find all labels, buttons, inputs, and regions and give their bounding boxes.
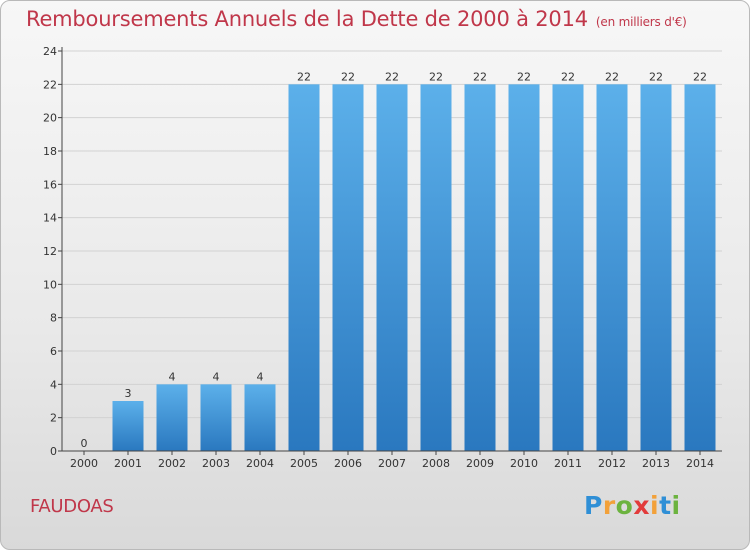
labels: 0246810121416182022240200032001420024200… [43,45,714,470]
logo-letter: x [633,491,650,520]
data-label: 3 [125,387,132,400]
y-tick-label: 0 [50,445,57,458]
proxiti-logo: Proxiti [584,491,681,520]
data-label: 22 [297,70,311,83]
axes [58,47,722,455]
logo-letter: i [650,491,660,520]
x-tick-label: 2007 [378,457,406,470]
data-label: 22 [385,70,399,83]
bar [508,84,540,451]
data-label: 22 [429,70,443,83]
bar [112,401,144,451]
y-tick-label: 16 [43,178,57,191]
x-tick-label: 2012 [598,457,626,470]
bar [640,84,672,451]
y-tick-label: 22 [43,78,57,91]
x-tick-label: 2001 [114,457,142,470]
y-tick-label: 4 [50,378,57,391]
chart-title-text: Remboursements Annuels de la Dette de 20… [26,7,588,31]
x-tick-label: 2013 [642,457,670,470]
x-tick-label: 2003 [202,457,230,470]
x-tick-label: 2009 [466,457,494,470]
logo-letter: P [584,491,603,520]
data-label: 22 [693,70,707,83]
y-tick-label: 8 [50,312,57,325]
y-tick-label: 12 [43,245,57,258]
y-tick-label: 6 [50,345,57,358]
x-tick-label: 2006 [334,457,362,470]
x-tick-label: 2008 [422,457,450,470]
bar [552,84,584,451]
data-label: 4 [169,370,176,383]
bar [684,84,716,451]
chart-title: Remboursements Annuels de la Dette de 20… [26,7,687,31]
bar [464,84,496,451]
y-tick-label: 20 [43,112,57,125]
logo-letter: o [615,491,634,520]
x-tick-label: 2005 [290,457,318,470]
town-name: FAUDOAS [30,496,114,517]
data-label: 22 [473,70,487,83]
logo-letter: t [659,491,672,520]
bar [332,84,364,451]
data-label: 22 [561,70,575,83]
x-tick-label: 2014 [686,457,714,470]
bar [420,84,452,451]
data-label: 22 [605,70,619,83]
logo-letter: i [671,491,681,520]
x-tick-label: 2011 [554,457,582,470]
bar [596,84,628,451]
y-tick-label: 2 [50,412,57,425]
y-tick-label: 10 [43,278,57,291]
bar [288,84,320,451]
data-label: 22 [649,70,663,83]
chart-subtitle: (en milliers d'€) [595,15,687,29]
x-tick-label: 2000 [70,457,98,470]
data-label: 22 [341,70,355,83]
bar [244,384,276,451]
x-tick-label: 2010 [510,457,538,470]
bar [376,84,408,451]
data-label: 22 [517,70,531,83]
data-label: 0 [81,437,88,450]
y-tick-label: 24 [43,45,57,58]
data-label: 4 [257,370,264,383]
y-tick-label: 18 [43,145,57,158]
bar [156,384,188,451]
logo-letter: r [602,491,616,520]
bars [112,84,716,451]
y-tick-label: 14 [43,212,57,225]
x-tick-label: 2002 [158,457,186,470]
bar [200,384,232,451]
x-tick-label: 2004 [246,457,274,470]
data-label: 4 [213,370,220,383]
